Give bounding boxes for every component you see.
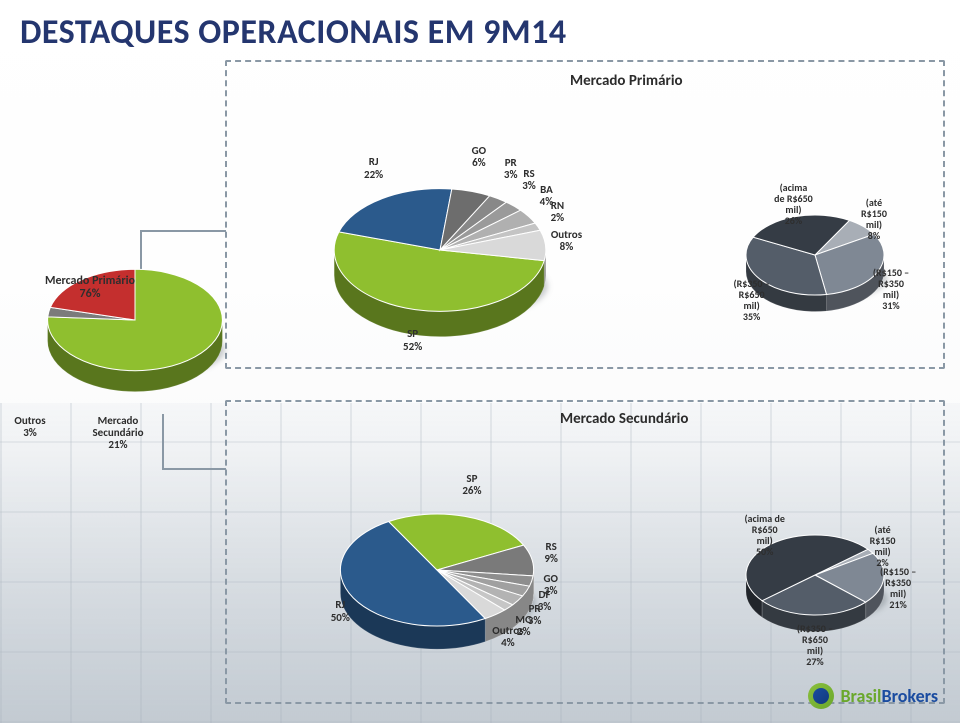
slice-label-150_350: (R$150 –R$350mil)21% bbox=[858, 566, 938, 610]
logo-mark-icon bbox=[808, 683, 834, 709]
slice-label-acima650: (acimade R$650mil)26% bbox=[753, 182, 833, 226]
brasilbrokers-logo: BrasilBrokers bbox=[808, 683, 938, 709]
slice-label-350_650: (R$350 –R$650mil)35% bbox=[712, 278, 792, 322]
split-outros-label: Outros3% bbox=[5, 415, 55, 439]
text: Brokers bbox=[881, 685, 938, 707]
slice-label-ate150: (atéR$150mil)2% bbox=[843, 524, 923, 568]
text: 3% bbox=[23, 426, 37, 439]
slice-label-RN: RN2% bbox=[517, 200, 597, 224]
slice-label-acima650: (acima deR$650mil)50% bbox=[725, 513, 805, 557]
slice-label-Outros: Outros4% bbox=[468, 625, 548, 649]
slice-label-RS: RS9% bbox=[511, 541, 591, 565]
text: MercadoSecundário bbox=[92, 414, 143, 439]
text: 76% bbox=[80, 287, 101, 301]
primario-header: Mercado Primário bbox=[570, 72, 683, 90]
text: Mercado Primário bbox=[45, 274, 135, 288]
slice-label-SP: SP52% bbox=[373, 328, 453, 352]
slide: DESTAQUES OPERACIONAIS EM 9M14 Mercado P… bbox=[0, 0, 960, 723]
text: Outros bbox=[14, 414, 45, 427]
slice-label-SP: SP26% bbox=[432, 473, 512, 497]
slice-label-150_350: (R$150 –R$350mil)31% bbox=[851, 267, 931, 311]
slice-label-350_650: (R$350 –R$650mil)27% bbox=[775, 623, 855, 667]
split-secundario-label: MercadoSecundário21% bbox=[78, 415, 158, 451]
slice-label-RJ: RJ22% bbox=[334, 156, 414, 180]
connector-secundario-h bbox=[162, 468, 226, 470]
text: 21% bbox=[108, 438, 127, 451]
slice-label-Outros: Outros8% bbox=[526, 229, 606, 253]
split-primario-label: Mercado Primário 76% bbox=[35, 275, 145, 301]
text: Brasil bbox=[840, 685, 881, 707]
slice-label-RJ: RJ50% bbox=[300, 599, 380, 623]
slide-title: DESTAQUES OPERACIONAIS EM 9M14 bbox=[20, 12, 567, 53]
logo-text: BrasilBrokers bbox=[840, 685, 938, 707]
slice-label-ate150: (atéR$150mil)8% bbox=[834, 197, 914, 241]
